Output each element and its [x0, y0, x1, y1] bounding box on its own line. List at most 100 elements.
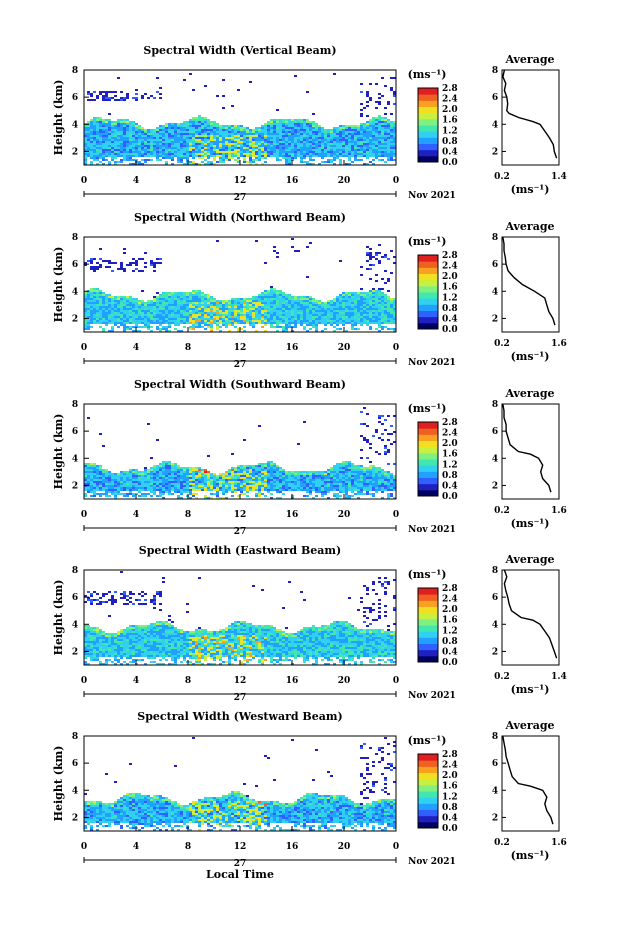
heatmap-cell: [96, 493, 99, 495]
heatmap-cell: [144, 135, 147, 137]
heatmap-cell: [240, 322, 243, 324]
heatmap-cell: [390, 135, 393, 137]
heatmap-cell: [84, 471, 87, 473]
heatmap-cell: [345, 139, 348, 141]
heatmap-cell: [261, 310, 264, 312]
heatmap-cell: [321, 320, 324, 322]
heatmap-cell: [207, 151, 210, 153]
heatmap-cell: [135, 308, 138, 310]
heatmap-cell: [144, 129, 147, 131]
heatmap-cell: [360, 155, 363, 157]
heatmap-cell: [108, 260, 111, 262]
heatmap-cell: [228, 153, 231, 155]
heatmap-cell: [336, 298, 339, 300]
heatmap-cell: [207, 296, 210, 298]
heatmap-cell: [99, 318, 102, 320]
heatmap-cell: [96, 135, 99, 137]
heatmap-cell: [102, 479, 105, 481]
heatmap-cell: [189, 298, 192, 300]
heatmap-cell: [162, 304, 165, 306]
heatmap-cell: [174, 298, 177, 300]
heatmap-cell: [225, 139, 228, 141]
heatmap-cell: [150, 131, 153, 133]
heatmap-cell: [123, 298, 126, 300]
heatmap-cell: [294, 302, 297, 304]
heatmap-cell: [117, 143, 120, 145]
heatmap-cell: [195, 479, 198, 481]
heatmap-cell: [249, 157, 252, 159]
heatmap-cell: [270, 318, 273, 320]
heatmap-cell: [153, 153, 156, 155]
heatmap-cell: [258, 475, 261, 477]
heatmap-cell: [132, 298, 135, 300]
heatmap-cell: [165, 326, 168, 328]
heatmap-cell: [99, 316, 102, 318]
heatmap-cell: [369, 127, 372, 129]
heatmap-cell: [159, 471, 162, 473]
heatmap-cell: [93, 155, 96, 157]
heatmap-cell: [282, 483, 285, 485]
heatmap-cell: [357, 125, 360, 127]
heatmap-cell: [114, 324, 117, 326]
heatmap-cell: [195, 300, 198, 302]
heatmap-cell: [237, 129, 240, 131]
heatmap-cell: [354, 316, 357, 318]
heatmap-cell: [240, 300, 243, 302]
heatmap-cell: [246, 308, 249, 310]
heatmap-cell: [384, 147, 387, 149]
heatmap-cell: [183, 298, 186, 300]
heatmap-cell: [207, 298, 210, 300]
heatmap-cell: [234, 149, 237, 151]
heatmap-cell: [153, 314, 156, 316]
heatmap-cell: [126, 296, 129, 298]
heatmap-cell: [351, 310, 354, 312]
heatmap-cell: [207, 163, 210, 165]
heatmap-cell: [84, 495, 87, 497]
heatmap-cell: [153, 479, 156, 481]
heatmap-cell: [243, 479, 246, 481]
heatmap-cell: [168, 137, 171, 139]
y-tick-label: 4: [72, 287, 78, 297]
heatmap-cell: [114, 312, 117, 314]
heatmap-cell: [174, 137, 177, 139]
heatmap-cell: [306, 300, 309, 302]
heatmap-cell: [156, 258, 159, 260]
heatmap-cell: [336, 308, 339, 310]
heatmap-cell: [381, 159, 384, 161]
heatmap-cell: [114, 298, 117, 300]
heatmap-cell: [378, 306, 381, 308]
heatmap-cell: [372, 117, 375, 119]
heatmap-cell: [327, 141, 330, 143]
heatmap-cell: [114, 131, 117, 133]
heatmap-cell: [300, 153, 303, 155]
heatmap-cell: [159, 306, 162, 308]
heatmap-cell: [159, 483, 162, 485]
heatmap-cell: [102, 125, 105, 127]
heatmap-cell: [327, 149, 330, 151]
heatmap-cell: [120, 312, 123, 314]
heatmap-cell: [87, 475, 90, 477]
heatmap-cell: [222, 487, 225, 489]
heatmap-cell: [297, 304, 300, 306]
heatmap-cell: [210, 155, 213, 157]
heatmap-cell: [147, 316, 150, 318]
heatmap-cell: [177, 147, 180, 149]
heatmap-cell: [378, 318, 381, 320]
heatmap-cell: [237, 316, 240, 318]
heatmap-cell: [198, 292, 201, 294]
heatmap-cell: [147, 322, 150, 324]
heatmap-cell: [129, 477, 132, 479]
heatmap-cell: [108, 495, 111, 497]
heatmap-cell: [384, 256, 387, 258]
heatmap-cell: [141, 318, 144, 320]
heatmap-cell: [147, 153, 150, 155]
heatmap-cell: [378, 97, 381, 99]
heatmap-cell: [312, 318, 315, 320]
heatmap-cell: [270, 485, 273, 487]
heatmap-cell: [93, 310, 96, 312]
heatmap-cell: [96, 485, 99, 487]
heatmap-cell: [171, 304, 174, 306]
heatmap-cell: [384, 153, 387, 155]
heatmap-cell: [186, 139, 189, 141]
heatmap-cell: [219, 133, 222, 135]
